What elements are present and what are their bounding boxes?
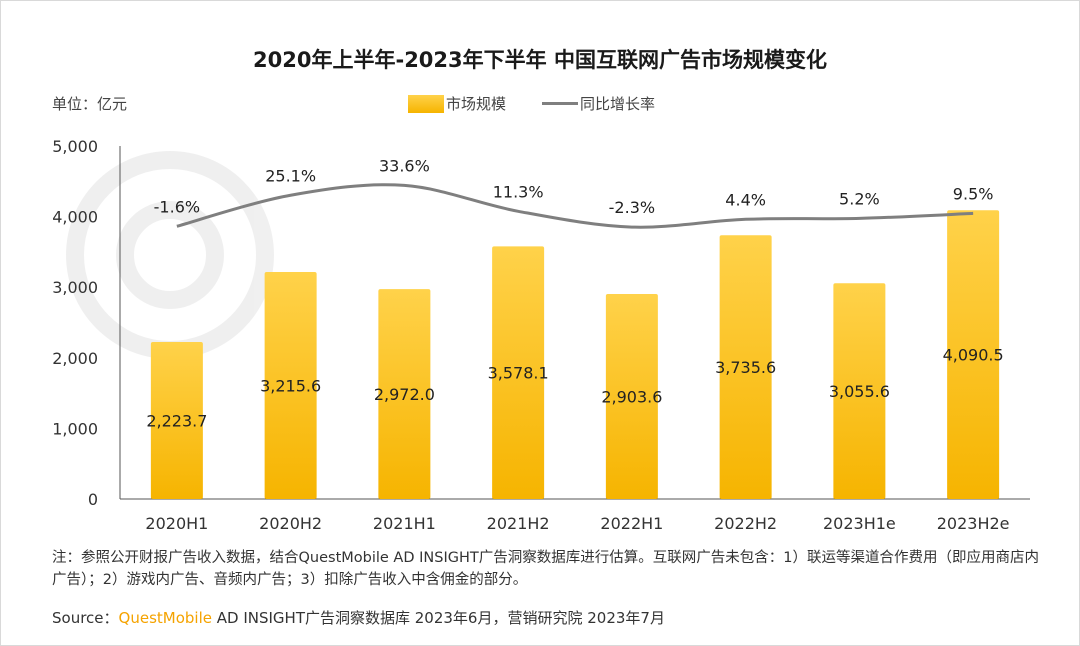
bar-value-label: 4,090.5 xyxy=(943,346,1004,365)
bar xyxy=(150,342,203,499)
bar xyxy=(492,246,545,499)
x-tick-label: 2020H1 xyxy=(145,514,208,533)
x-tick-label: 2022H1 xyxy=(600,514,663,533)
bar xyxy=(264,271,317,499)
legend-bar-swatch xyxy=(408,94,444,113)
y-tick-label: 2,000 xyxy=(52,349,98,368)
y-tick-label: 3,000 xyxy=(52,278,98,297)
bar-value-label: 3,735.6 xyxy=(715,358,776,377)
x-tick-label: 2020H2 xyxy=(259,514,322,533)
bar-value-label: 3,215.6 xyxy=(260,376,321,395)
x-tick-label: 2021H2 xyxy=(487,514,550,533)
y-tick-label: 4,000 xyxy=(52,208,98,227)
bar-value-label: 3,055.6 xyxy=(829,382,890,401)
y-tick-label: 5,000 xyxy=(52,137,98,156)
bar-value-label: 2,972.0 xyxy=(374,385,435,404)
legend-line-label: 同比增长率 xyxy=(580,95,656,113)
growth-value-label: -2.3% xyxy=(609,198,655,217)
unit-label: 单位：亿元 xyxy=(52,95,128,113)
bar-value-label: 2,903.6 xyxy=(601,388,662,407)
x-tick-label: 2022H2 xyxy=(714,514,777,533)
footnote: 注：参照公开财报广告收入数据，结合QuestMobile AD INSIGHT广… xyxy=(52,550,1039,588)
x-tick-label: 2023H1e xyxy=(823,514,896,533)
legend-line-swatch xyxy=(542,102,579,105)
chart-title: 2020年上半年-2023年下半年 中国互联网广告市场规模变化 xyxy=(253,48,827,72)
bar-value-label: 2,223.7 xyxy=(146,412,207,431)
x-tick-label: 2021H1 xyxy=(373,514,436,533)
bar xyxy=(605,294,658,499)
bar xyxy=(378,289,431,499)
y-tick-label: 0 xyxy=(88,490,98,509)
source-line: Source：QuestMobile AD INSIGHT广告洞察数据库 202… xyxy=(52,607,665,628)
growth-value-label: -1.6% xyxy=(154,197,200,216)
growth-value-label: 4.4% xyxy=(725,190,766,209)
legend: 市场规模 同比增长率 xyxy=(408,93,655,114)
bar xyxy=(833,283,886,499)
legend-bar-label: 市场规模 xyxy=(446,95,507,113)
x-tick-label: 2023H2e xyxy=(937,514,1010,533)
growth-value-label: 11.3% xyxy=(493,182,544,201)
growth-value-label: 33.6% xyxy=(379,156,430,175)
source-brand: QuestMobile xyxy=(118,609,212,627)
watermark xyxy=(66,151,274,359)
growth-line xyxy=(176,183,974,229)
source-prefix: Source： xyxy=(52,609,119,627)
growth-value-label: 5.2% xyxy=(839,189,880,208)
y-tick-label: 1,000 xyxy=(52,419,98,438)
source-rest: AD INSIGHT广告洞察数据库 2023年6月，营销研究院 2023年7月 xyxy=(211,609,665,627)
growth-value-label: 9.5% xyxy=(953,184,994,203)
bar-value-label: 3,578.1 xyxy=(488,364,549,383)
bar xyxy=(947,210,1000,499)
bar xyxy=(719,235,772,499)
growth-value-label: 25.1% xyxy=(265,166,316,185)
